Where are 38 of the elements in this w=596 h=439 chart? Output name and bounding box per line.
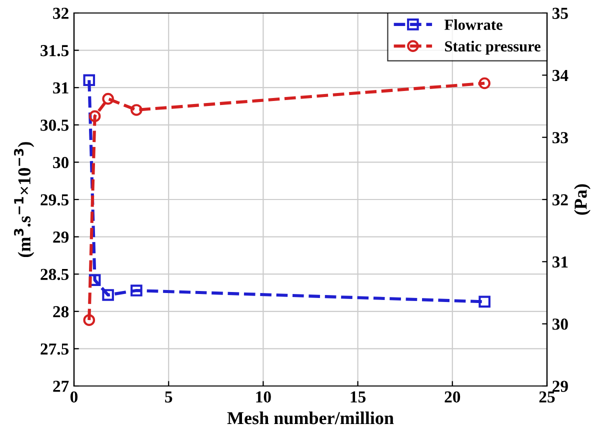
y-tick-label: 30.5 [40,120,69,131]
y-tick-label: 31.5 [40,45,69,56]
y2-tick-label: 33 [552,132,568,144]
y2-tick-label: 31 [552,256,568,268]
y-tick-label: 27 [53,380,69,392]
y2-tick-label: 29 [552,380,568,392]
point [83,314,96,326]
y-tick-label: 29 [53,232,69,243]
y-tick-label: 27.5 [40,343,69,355]
x-tick-label: 10 [256,391,271,403]
point [478,296,490,308]
point [102,92,114,105]
point [130,104,142,116]
legend-label: Flowrate [444,19,502,30]
y2-axis-title: (Pa) [574,184,590,215]
point [478,77,490,90]
y2-tick-label: 30 [552,318,568,330]
x-tick-label: 15 [350,391,366,403]
y-tick-label: 28.5 [40,268,69,280]
y2-tick-label: 35 [552,8,568,19]
y-tick-label: 29.5 [40,194,69,206]
x-tick-label: 25 [539,391,555,403]
x-axis-title: Mesh number/million [227,412,394,424]
legend-label: Static pressure [445,40,540,55]
point [102,289,114,301]
x-tick-label: 5 [165,392,172,403]
y-axis-title: (m$^{3}$.s$^{−1}$×10$^{−3}$) [14,142,34,258]
y-tick-label: 31 [53,82,68,94]
x-tick-label: 20 [444,391,460,403]
x-tick-label: 0 [70,391,78,403]
y2-tick-label: 34 [552,70,568,82]
point [88,110,101,122]
y-tick-label: 28 [53,306,69,318]
point [130,284,142,296]
y-tick-label: 30 [53,156,69,168]
y-tick-label: 32 [53,8,68,19]
y2-tick-label: 32 [552,194,568,206]
point [83,74,96,86]
